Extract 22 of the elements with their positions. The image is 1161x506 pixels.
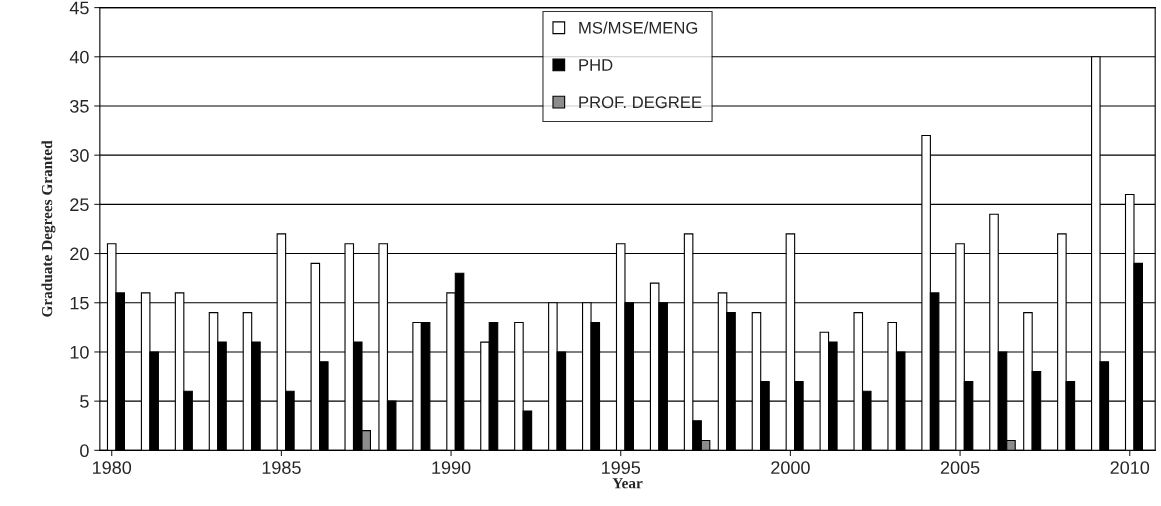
y-tick-label: 0: [80, 444, 89, 458]
y-tick-label: 20: [70, 247, 89, 261]
legend-label: PHD: [579, 59, 613, 71]
y-tick-label: 10: [70, 345, 89, 359]
x-tick-label: 1980: [93, 461, 132, 475]
x-tick-label: 2010: [1110, 461, 1150, 475]
legend-label: MS/MSE/MENG: [579, 21, 698, 34]
y-tick-label: 35: [70, 99, 89, 113]
y-tick-label: 25: [70, 198, 89, 212]
y-tick-label: 40: [69, 50, 89, 64]
y-tick-label: 5: [80, 395, 89, 408]
y-tick-label: 30: [70, 149, 89, 162]
x-tick-label: 2005: [940, 461, 980, 475]
legend-label: PROF. DEGREE: [579, 96, 702, 109]
y-tick-label: 15: [70, 296, 89, 310]
y-tick-label: 45: [69, 1, 89, 15]
y-axis-title: Graduate Degrees Granted: [41, 140, 56, 317]
x-tick-label: 1995: [602, 461, 641, 475]
x-tick-label: 2000: [771, 461, 810, 475]
x-axis-title: Year: [612, 478, 643, 489]
x-tick-label: 1990: [432, 461, 471, 475]
x-tick-label: 1985: [262, 461, 301, 475]
